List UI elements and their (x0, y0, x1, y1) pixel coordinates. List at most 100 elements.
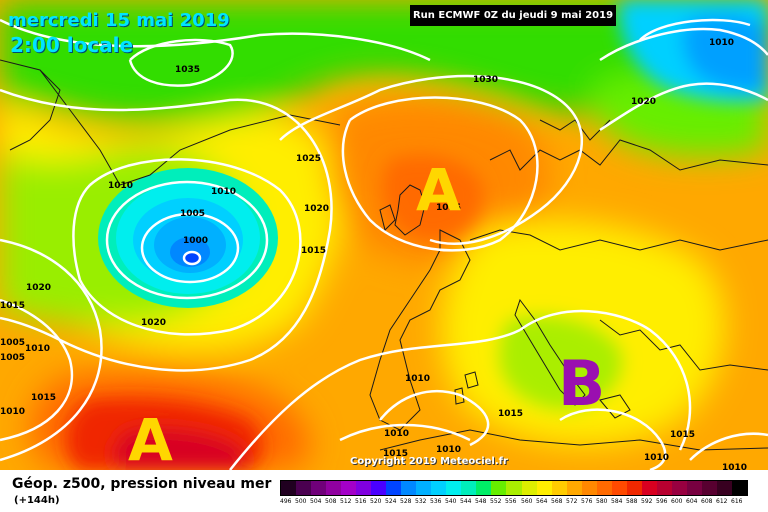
color-scale-swatch (386, 481, 402, 495)
color-scale-swatch (371, 481, 387, 495)
color-scale-swatch (566, 481, 582, 495)
pressure-label: 1015 (670, 430, 695, 440)
color-scale-labels: 496 500 504 508 512 516 520 524 528 532 536 540 544 5… (280, 498, 760, 510)
color-scale-swatch (731, 481, 747, 495)
pressure-label: 1010 (436, 445, 461, 455)
pressure-label: 1025 (296, 154, 321, 164)
color-scale-swatch (311, 481, 327, 495)
pressure-label: 1015 (498, 409, 523, 419)
pressure-label: 1010 (25, 344, 50, 354)
color-scale-swatch (596, 481, 612, 495)
pressure-label: 1035 (175, 65, 200, 75)
color-scale-label: 572 (566, 498, 578, 505)
color-scale-swatch (656, 481, 672, 495)
pressure-label: 1010 (0, 407, 25, 417)
forecast-time: 2:00 locale (10, 33, 134, 57)
color-scale-label: 564 (536, 498, 548, 505)
color-scale-label: 608 (701, 498, 713, 505)
color-scale-swatch (461, 481, 477, 495)
pressure-label: 1010 (108, 181, 133, 191)
color-scale-label: 560 (521, 498, 533, 505)
color-scale-swatch (701, 481, 717, 495)
color-scale-swatch (671, 481, 687, 495)
color-scale-label: 532 (415, 498, 427, 505)
color-scale-swatch (446, 481, 462, 495)
color-scale-label: 600 (671, 498, 683, 505)
color-scale-label: 536 (430, 498, 442, 505)
geopotential-field (0, 0, 768, 470)
color-scale-swatch (296, 481, 312, 495)
isobars (0, 18, 768, 470)
color-scale-swatch (536, 481, 552, 495)
color-scale-label: 508 (325, 498, 337, 505)
color-scale-label: 616 (731, 498, 743, 505)
color-scale-swatch (356, 481, 372, 495)
pressure-label: 1000 (183, 236, 208, 246)
color-scale-label: 500 (295, 498, 307, 505)
color-scale-label: 520 (370, 498, 382, 505)
color-scale-swatch (416, 481, 432, 495)
color-scale-swatch (401, 481, 417, 495)
color-scale-swatch (431, 481, 447, 495)
color-scale-label: 512 (340, 498, 352, 505)
pressure-label: 1035 (436, 203, 461, 213)
pressure-label: 1020 (141, 318, 166, 328)
low-pressure-symbol: B (558, 347, 605, 420)
forecast-date: mercredi 15 mai 2019 (8, 10, 230, 31)
pressure-labels: 1035 1030 1025 1020 1015 1010 1010 1005 … (0, 38, 747, 470)
color-scale-label: 496 (280, 498, 292, 505)
legend-title: Géop. z500, pression niveau mer (12, 476, 272, 492)
color-scale-label: 516 (355, 498, 367, 505)
color-scale-swatch (341, 481, 357, 495)
high-pressure-symbol: A (128, 406, 173, 470)
color-scale (280, 480, 748, 496)
color-scale-label: 596 (656, 498, 668, 505)
pressure-label: 1015 (301, 246, 326, 256)
color-scale-swatch (521, 481, 537, 495)
color-scale-label: 584 (611, 498, 623, 505)
pressure-label: 1010 (644, 453, 669, 463)
color-scale-label: 604 (686, 498, 698, 505)
color-scale-label: 552 (490, 498, 502, 505)
pressure-label: 1010 (211, 187, 236, 197)
pressure-label: 1030 (473, 75, 498, 85)
color-scale-swatch (581, 481, 597, 495)
model-run-label: Run ECMWF 0Z du jeudi 9 mai 2019 (410, 5, 616, 26)
pressure-label: 1020 (304, 204, 329, 214)
color-scale-swatch (491, 481, 507, 495)
color-scale-swatch (611, 481, 627, 495)
legend-subtitle: (+144h) (14, 495, 60, 506)
pressure-label: 1015 (31, 393, 56, 403)
color-scale-swatch (716, 481, 732, 495)
color-scale-swatch (281, 481, 297, 495)
color-scale-label: 592 (641, 498, 653, 505)
color-scale-swatch (641, 481, 657, 495)
pressure-label: 1020 (26, 283, 51, 293)
pressure-centers: A A B (128, 156, 605, 470)
color-scale-swatch (686, 481, 702, 495)
color-scale-swatch (476, 481, 492, 495)
pressure-label: 1005 (0, 353, 25, 363)
copyright: Copyright 2019 Meteociel.fr (350, 456, 508, 467)
pressure-map: 1035 1030 1025 1020 1015 1010 1010 1005 … (0, 0, 768, 470)
color-scale-label: 528 (400, 498, 412, 505)
pressure-label: 1010 (384, 429, 409, 439)
color-scale-swatch (326, 481, 342, 495)
color-scale-label: 548 (475, 498, 487, 505)
color-scale-swatch (551, 481, 567, 495)
color-scale-label: 524 (385, 498, 397, 505)
color-scale-swatch (626, 481, 642, 495)
pressure-label: 1015 (383, 449, 408, 459)
pressure-label: 1010 (405, 374, 430, 384)
pressure-label: 1020 (631, 97, 656, 107)
color-scale-label: 540 (445, 498, 457, 505)
color-scale-label: 612 (716, 498, 728, 505)
color-scale-label: 556 (505, 498, 517, 505)
pressure-label: 1005 (0, 338, 25, 348)
pressure-label: 1005 (180, 209, 205, 219)
color-scale-label: 568 (551, 498, 563, 505)
color-scale-label: 504 (310, 498, 322, 505)
pressure-label: 1010 (722, 463, 747, 470)
color-scale-label: 588 (626, 498, 638, 505)
